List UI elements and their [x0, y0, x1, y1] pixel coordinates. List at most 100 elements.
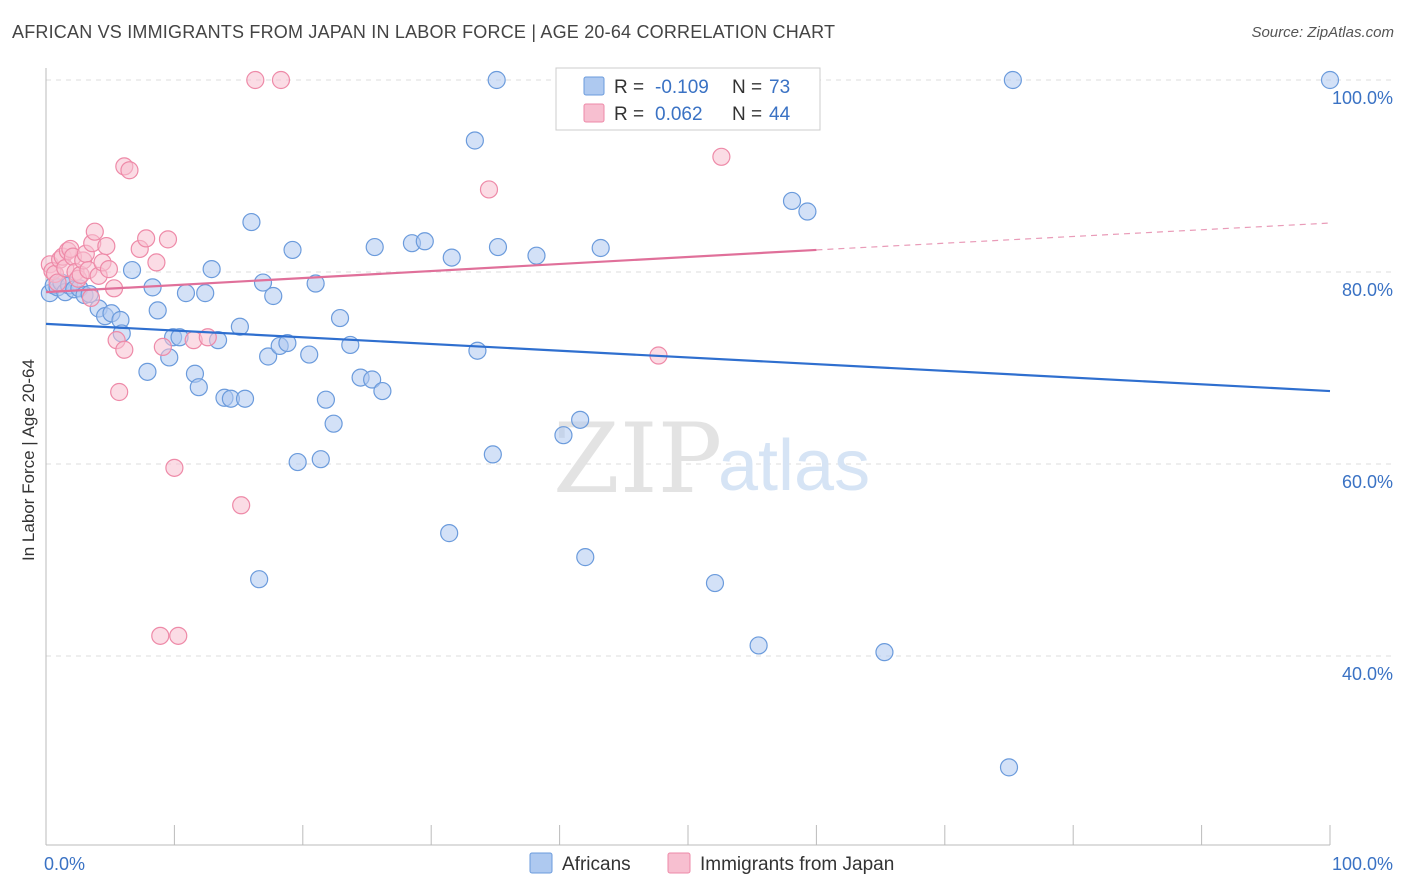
- legend-r-value-japan: 0.062: [655, 104, 703, 125]
- point-japan: [81, 288, 101, 308]
- point-africans: [330, 308, 350, 328]
- trend-line-africans: [45, 322, 1331, 393]
- point-africans: [230, 317, 249, 336]
- point-africans: [591, 238, 610, 258]
- trend-line-japan-extension: [816, 222, 1331, 251]
- legend-r-label-japan: R =: [614, 104, 644, 125]
- point-africans: [189, 378, 208, 397]
- point-japan: [85, 222, 104, 241]
- point-japan: [97, 236, 116, 256]
- point-japan: [120, 161, 139, 180]
- point-africans: [875, 643, 894, 662]
- series-legend-label-africans: Africans: [562, 854, 631, 875]
- point-africans: [554, 426, 573, 445]
- point-africans: [1320, 70, 1340, 90]
- point-africans: [300, 345, 319, 364]
- point-africans: [196, 284, 215, 303]
- point-africans: [311, 450, 330, 469]
- point-japan: [153, 337, 172, 356]
- point-africans: [259, 347, 278, 366]
- legend-r-value-africans: -0.109: [655, 77, 709, 98]
- point-africans: [122, 260, 142, 280]
- point-africans: [235, 389, 255, 408]
- point-africans: [306, 274, 325, 293]
- point-africans: [264, 286, 283, 306]
- watermark: ZIP atlas: [553, 403, 870, 515]
- point-africans: [202, 260, 221, 279]
- point-africans: [373, 381, 392, 401]
- point-japan: [712, 147, 731, 166]
- point-japan: [151, 626, 170, 645]
- y-tick-label: 100.0%: [1332, 88, 1393, 108]
- series-legend: Africans Immigrants from Japan: [529, 852, 894, 875]
- point-africans: [571, 410, 590, 429]
- y-tick-label: 40.0%: [1342, 664, 1393, 684]
- series-legend-swatch-africans: [529, 852, 553, 874]
- y-tick-label: 80.0%: [1342, 280, 1393, 300]
- legend-n-value-japan: 44: [769, 104, 791, 125]
- point-japan: [479, 180, 499, 199]
- legend-n-label-africans: N =: [732, 77, 762, 98]
- point-africans: [324, 414, 343, 433]
- point-africans: [288, 452, 307, 472]
- point-japan: [271, 70, 291, 90]
- point-africans: [488, 237, 508, 257]
- watermark-atlas: atlas: [718, 426, 870, 506]
- point-africans: [415, 232, 434, 251]
- y-tick-label: 60.0%: [1342, 472, 1393, 492]
- point-japan: [232, 496, 251, 515]
- point-africans: [278, 333, 297, 353]
- point-africans: [242, 212, 261, 232]
- x-tick-label: 100.0%: [1332, 854, 1393, 874]
- chart-source: Source: ZipAtlas.com: [1251, 24, 1394, 41]
- point-japan: [158, 230, 178, 249]
- legend-swatch-japan: [583, 103, 605, 123]
- correlation-legend: R = -0.109 N = 73 R = 0.062 N = 44: [555, 67, 821, 131]
- point-africans: [782, 191, 802, 211]
- point-japan: [99, 260, 119, 279]
- point-africans: [283, 240, 302, 260]
- point-africans: [465, 131, 484, 150]
- point-africans: [1003, 70, 1022, 90]
- series-legend-swatch-japan: [667, 852, 691, 874]
- point-africans: [138, 362, 157, 381]
- axes: 40.0% 60.0% 80.0% 100.0% 0.0% 100.0%: [44, 68, 1393, 874]
- point-africans: [253, 273, 273, 292]
- data-points: [40, 70, 1340, 777]
- point-africans: [442, 248, 461, 267]
- point-africans: [527, 246, 546, 265]
- chart-title: AFRICAN VS IMMIGRANTS FROM JAPAN IN LABO…: [12, 22, 836, 42]
- point-africans: [576, 548, 595, 567]
- x-tick-label: 0.0%: [44, 854, 85, 874]
- grid-lines: [46, 79, 1392, 657]
- point-africans: [468, 341, 487, 360]
- legend-n-value-africans: 73: [769, 77, 790, 98]
- point-africans: [705, 573, 725, 593]
- point-japan: [137, 229, 156, 248]
- point-japan: [165, 458, 184, 477]
- legend-n-label-japan: N =: [732, 104, 762, 125]
- point-japan: [115, 340, 134, 359]
- point-africans: [749, 636, 768, 655]
- point-africans: [487, 70, 506, 90]
- y-axis-label: In Labor Force | Age 20-64: [19, 359, 38, 561]
- point-africans: [363, 370, 382, 389]
- point-africans: [999, 758, 1019, 777]
- series-legend-label-japan: Immigrants from Japan: [700, 854, 894, 875]
- point-japan: [169, 626, 188, 645]
- point-africans: [250, 570, 269, 589]
- point-japan: [147, 253, 166, 272]
- point-africans: [365, 237, 384, 257]
- legend-swatch-africans: [583, 76, 605, 96]
- legend-r-label-africans: R =: [614, 77, 644, 98]
- point-africans: [440, 524, 459, 543]
- trend-line-japan: [45, 248, 817, 294]
- point-africans: [176, 284, 196, 303]
- point-japan: [110, 382, 129, 402]
- point-africans: [148, 301, 167, 320]
- point-africans: [483, 445, 502, 464]
- trend-lines: [45, 222, 1331, 393]
- point-japan: [246, 70, 265, 90]
- point-africans: [798, 202, 817, 221]
